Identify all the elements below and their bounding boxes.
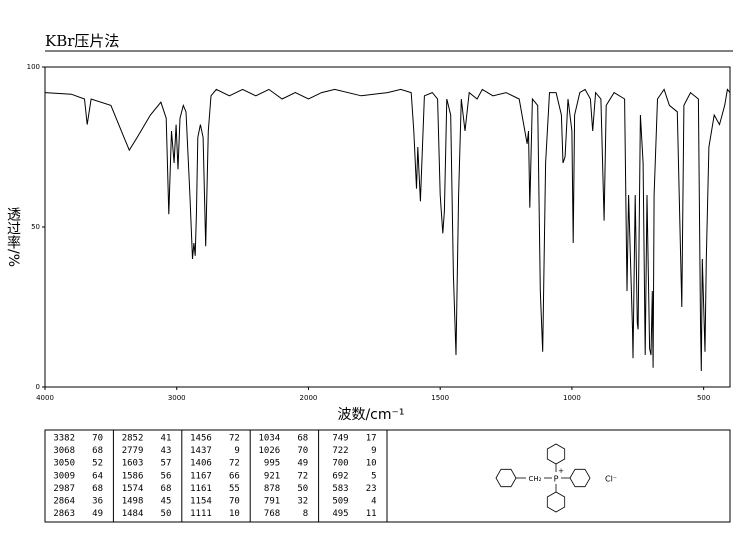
wavenumber: 1603 [122,459,144,469]
wavenumber: 700 [332,459,348,469]
ring [546,443,566,465]
transmittance: 68 [92,446,103,456]
wavenumber: 1586 [122,471,144,481]
plot-frame [44,66,731,388]
transmittance: 70 [297,446,308,456]
transmittance: 72 [297,471,308,481]
transmittance: 23 [366,484,377,494]
transmittance: 49 [92,509,103,519]
y-tick-label: 100 [27,63,40,71]
wavenumber: 2779 [122,446,144,456]
transmittance: 49 [297,459,308,469]
transmittance: 11 [366,509,377,519]
wavenumber: 878 [264,484,280,494]
wavenumber: 692 [332,471,348,481]
y-axis-label: 透过率/% [5,207,21,267]
wavenumber: 921 [264,471,280,481]
wavenumber: 2864 [53,497,75,507]
transmittance: 50 [161,509,172,519]
transmittance: 72 [229,459,240,469]
transmittance: 17 [366,434,377,444]
transmittance: 41 [161,434,172,444]
ring [546,491,566,513]
transmittance: 57 [161,459,172,469]
x-tick-label: 1500 [431,394,449,402]
x-tick-label: 1000 [563,394,581,402]
wavenumber: 1484 [122,509,144,519]
wavenumber: 2852 [122,434,144,444]
ring [569,468,591,488]
transmittance: 72 [229,434,240,444]
transmittance: 70 [229,497,240,507]
ch2-label: CH₂ [529,475,542,483]
x-tick-label: 4000 [36,394,54,402]
wavenumber: 791 [264,497,280,507]
transmittance: 64 [92,471,103,481]
wavenumber: 1034 [259,434,281,444]
wavenumber: 3050 [53,459,75,469]
transmittance: 9 [371,446,376,456]
wavenumber: 1167 [190,471,212,481]
transmittance: 45 [161,497,172,507]
wavenumber: 722 [332,446,348,456]
wavenumber: 2987 [53,484,75,494]
transmittance: 68 [297,434,308,444]
charge-label: + [558,467,564,475]
x-tick-label: 2000 [300,394,318,402]
x-axis-label: 波数/cm⁻¹ [337,407,404,423]
wavenumber: 995 [264,459,280,469]
wavenumber: 509 [332,497,348,507]
transmittance: 66 [229,471,240,481]
transmittance: 10 [366,459,377,469]
spectrum-line [44,88,731,372]
wavenumber: 3009 [53,471,75,481]
x-tick-label: 3000 [168,394,186,402]
wavenumber: 1406 [190,459,212,469]
wavenumber: 768 [264,509,280,519]
transmittance: 32 [297,497,308,507]
x-tick-label: 500 [697,394,710,402]
peak-table: 3382 70 3068 68 3050 52 3009 64 2987 68 2864 36 2863… [53,430,388,522]
transmittance: 36 [92,497,103,507]
wavenumber: 495 [332,509,348,519]
wavenumber: 1574 [122,484,144,494]
ring [495,468,517,488]
wavenumber: 1456 [190,434,212,444]
structure [495,443,591,513]
transmittance: 70 [92,434,103,444]
transmittance: 68 [161,484,172,494]
y-tick-label: 0 [36,383,40,391]
chart-title: KBr压片法 [45,32,119,50]
transmittance: 4 [371,497,376,507]
wavenumber: 1437 [190,446,212,456]
transmittance: 68 [92,484,103,494]
wavenumber: 3068 [53,446,75,456]
transmittance: 55 [229,484,240,494]
p-label: P [554,475,559,484]
wavenumber: 583 [332,484,348,494]
wavenumber: 2863 [53,509,75,519]
wavenumber: 1161 [190,484,212,494]
transmittance: 8 [303,509,308,519]
wavenumber: 3382 [53,434,75,444]
transmittance: 50 [297,484,308,494]
transmittance: 10 [229,509,240,519]
wavenumber: 1498 [122,497,144,507]
transmittance: 9 [234,446,239,456]
y-tick-label: 50 [31,223,40,231]
wavenumber: 749 [332,434,348,444]
wavenumber: 1154 [190,497,212,507]
transmittance: 52 [92,459,103,469]
anion-label: Cl⁻ [605,475,617,484]
transmittance: 5 [371,471,376,481]
transmittance: 43 [161,446,172,456]
wavenumber: 1026 [259,446,281,456]
wavenumber: 1111 [190,509,212,519]
transmittance: 56 [161,471,172,481]
